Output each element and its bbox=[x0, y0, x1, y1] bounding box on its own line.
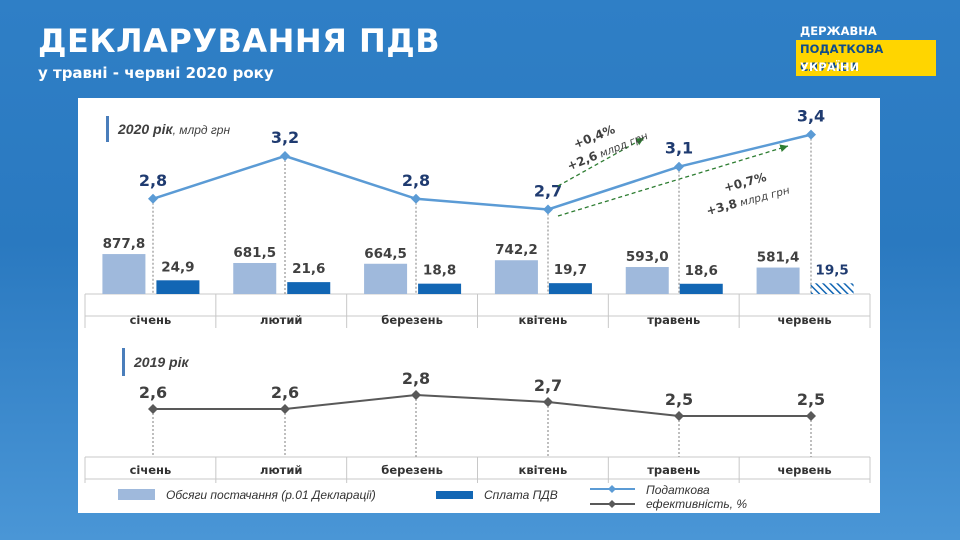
top-category-label: січень bbox=[130, 313, 172, 327]
logo: ДЕРЖАВНА ПОДАТКОВА СЛУЖБА УКРАЇНИ bbox=[796, 22, 936, 76]
volume-bar-label: 742,2 bbox=[495, 242, 538, 258]
bottom-category-label: лютий bbox=[260, 463, 302, 477]
forecast-arrow-may bbox=[557, 137, 645, 187]
chart-svg: 2020 рік, млрд грн 2019 рік 877,8 24,9 681… bbox=[84, 107, 871, 511]
efficiency-point-2019 bbox=[411, 390, 421, 400]
payment-bar bbox=[287, 282, 331, 294]
top-category-label: червень bbox=[777, 313, 831, 327]
efficiency-label-2019: 2,5 bbox=[797, 390, 825, 409]
volume-bar-label: 664,5 bbox=[364, 246, 407, 262]
bottom-category-label: квітень bbox=[519, 463, 568, 477]
efficiency-label-2020: 2,8 bbox=[402, 171, 430, 190]
efficiency-point-2019 bbox=[148, 404, 158, 414]
payment-bar bbox=[548, 283, 592, 294]
bottom-category-label: червень bbox=[777, 463, 831, 477]
volume-bar-label: 681,5 bbox=[233, 245, 276, 261]
volume-bar bbox=[625, 267, 669, 294]
efficiency-point-2020 bbox=[543, 204, 553, 215]
annotation-may-amount-value: +2,6 bbox=[565, 149, 599, 174]
volume-bar bbox=[756, 267, 800, 294]
bottom-category-label: січень bbox=[130, 463, 172, 477]
legend-efficiency-label-1: Податкова bbox=[646, 483, 710, 497]
efficiency-point-2020 bbox=[148, 193, 158, 204]
legend-marker-2020 bbox=[608, 485, 616, 493]
payment-bar-label: 19,5 bbox=[815, 262, 848, 278]
efficiency-label-2020: 3,1 bbox=[665, 139, 693, 158]
efficiency-point-2019 bbox=[280, 404, 290, 414]
volume-bar bbox=[233, 262, 277, 294]
efficiency-label-2019: 2,7 bbox=[534, 376, 562, 395]
legend-volume-swatch bbox=[118, 489, 155, 500]
bottom-category-label: березень bbox=[381, 463, 443, 477]
top-category-label: квітень bbox=[519, 313, 568, 327]
payment-bar-label: 18,6 bbox=[685, 263, 718, 279]
efficiency-point-2019 bbox=[806, 411, 816, 421]
top-category-label: травень bbox=[647, 313, 700, 327]
volume-bar-label: 877,8 bbox=[103, 236, 146, 252]
chart-title-2019: 2019 рік bbox=[133, 354, 189, 370]
legend-payment-label: Сплата ПДВ bbox=[484, 488, 558, 502]
volume-bar bbox=[494, 260, 538, 294]
payment-bar bbox=[679, 283, 723, 294]
chart-title-2020-unit: , млрд грн bbox=[173, 123, 231, 137]
efficiency-point-2020 bbox=[674, 161, 684, 172]
forecast-arrow-june bbox=[557, 144, 789, 217]
volume-bar bbox=[364, 263, 408, 294]
title-bar-2020 bbox=[106, 116, 109, 142]
payment-bar-label: 18,8 bbox=[423, 263, 456, 279]
payment-bar-label: 21,6 bbox=[292, 261, 325, 277]
legend-volume-label: Обсяги постачання (р.01 Декларації) bbox=[166, 488, 376, 502]
logo-line-3: УКРАЇНИ bbox=[800, 60, 860, 74]
efficiency-label-2020: 2,7 bbox=[534, 182, 562, 201]
legend-marker-2019 bbox=[608, 500, 616, 508]
efficiency-point-2019 bbox=[674, 411, 684, 421]
efficiency-point-2020 bbox=[806, 129, 816, 140]
top-category-label: березень bbox=[381, 313, 443, 327]
annotation-may: +0,4%+2,6 млрд грн bbox=[565, 122, 650, 174]
efficiency-line-2019 bbox=[153, 393, 811, 417]
annotation-june: +0,7%+3,8 млрд грн bbox=[705, 170, 791, 218]
efficiency-label-2019: 2,6 bbox=[139, 383, 167, 402]
efficiency-label-2020: 3,4 bbox=[797, 107, 825, 126]
efficiency-point-2019 bbox=[543, 397, 553, 407]
volume-bar bbox=[102, 254, 146, 294]
efficiency-label-2019: 2,8 bbox=[402, 369, 430, 388]
legend-payment-swatch bbox=[436, 491, 473, 499]
payment-bar bbox=[156, 280, 200, 294]
top-category-label: лютий bbox=[260, 313, 302, 327]
logo-line-2: ПОДАТКОВА СЛУЖБА bbox=[796, 40, 936, 76]
payment-bar bbox=[418, 283, 462, 294]
efficiency-point-2020 bbox=[411, 193, 421, 204]
bottom-category-label: травень bbox=[647, 463, 700, 477]
chart-panel: 2020 рік, млрд грн 2019 рік 877,8 24,9 681… bbox=[78, 98, 880, 513]
chart-title-2020: 2020 рік, млрд грн bbox=[117, 121, 230, 137]
payment-bar-label: 24,9 bbox=[161, 259, 194, 275]
volume-bar-label: 581,4 bbox=[757, 250, 800, 266]
annotation-june-amount-value: +3,8 bbox=[705, 196, 739, 218]
payment-bar bbox=[810, 283, 854, 294]
efficiency-label-2020: 2,8 bbox=[139, 171, 167, 190]
page-title: ДЕКЛАРУВАННЯ ПДВ bbox=[38, 22, 441, 60]
logo-line-1: ДЕРЖАВНА bbox=[800, 24, 877, 38]
efficiency-label-2020: 3,2 bbox=[271, 128, 299, 147]
volume-bar-label: 593,0 bbox=[626, 249, 669, 265]
efficiency-label-2019: 2,5 bbox=[665, 390, 693, 409]
efficiency-label-2019: 2,6 bbox=[271, 383, 299, 402]
efficiency-point-2020 bbox=[280, 151, 290, 161]
payment-bar-label: 19,7 bbox=[554, 262, 587, 278]
title-bar-2019 bbox=[122, 348, 125, 376]
efficiency-line-2020 bbox=[152, 133, 812, 211]
legend-efficiency-label-2: ефективність, % bbox=[646, 497, 747, 511]
page-subtitle: у травні - червні 2020 року bbox=[38, 64, 274, 82]
